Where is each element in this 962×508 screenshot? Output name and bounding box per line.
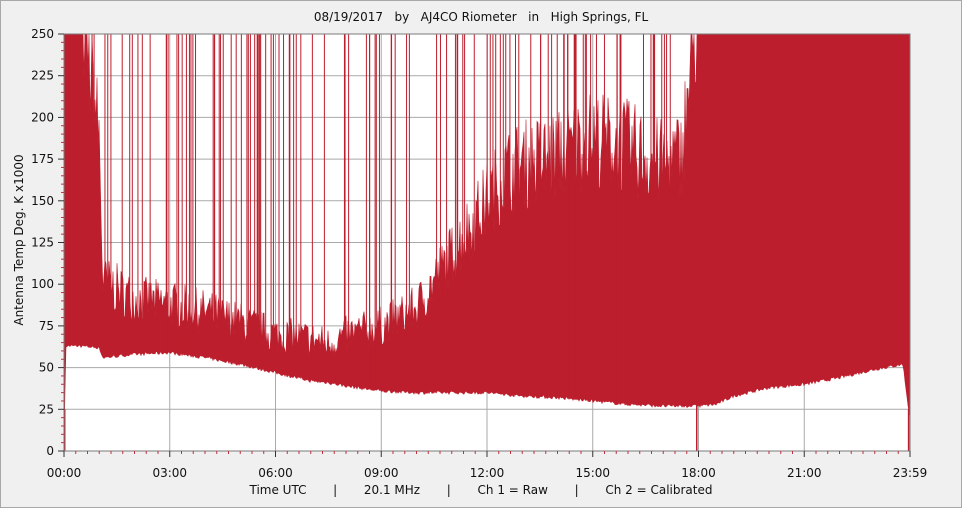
y-tick-label: 125 — [31, 236, 54, 250]
x-tick-label: 09:00 — [364, 466, 399, 480]
x-tick-label: 18:00 — [681, 466, 716, 480]
y-tick-label: 150 — [31, 194, 54, 208]
x-tick-label: 06:00 — [258, 466, 293, 480]
y-tick-label: 75 — [39, 319, 54, 333]
y-tick-label: 225 — [31, 69, 54, 83]
y-tick-label: 100 — [31, 277, 54, 291]
x-tick-label: 23:59 — [893, 466, 928, 480]
y-tick-label: 175 — [31, 152, 54, 166]
x-tick-label: 21:00 — [787, 466, 822, 480]
y-tick-label: 50 — [39, 361, 54, 375]
y-tick-label: 25 — [39, 402, 54, 416]
x-tick-label: 15:00 — [575, 466, 610, 480]
x-tick-label: 12:00 — [470, 466, 505, 480]
y-tick-label: 250 — [31, 27, 54, 41]
y-tick-label: 200 — [31, 110, 54, 124]
y-tick-label: 0 — [46, 444, 54, 458]
x-tick-label: 03:00 — [152, 466, 187, 480]
chart-footer: Time UTC | 20.1 MHz | Ch 1 = Raw | Ch 2 … — [249, 483, 713, 497]
x-tick-label: 00:00 — [47, 466, 82, 480]
chart-title: 08/19/2017 by AJ4CO Riometer in High Spr… — [313, 10, 649, 24]
